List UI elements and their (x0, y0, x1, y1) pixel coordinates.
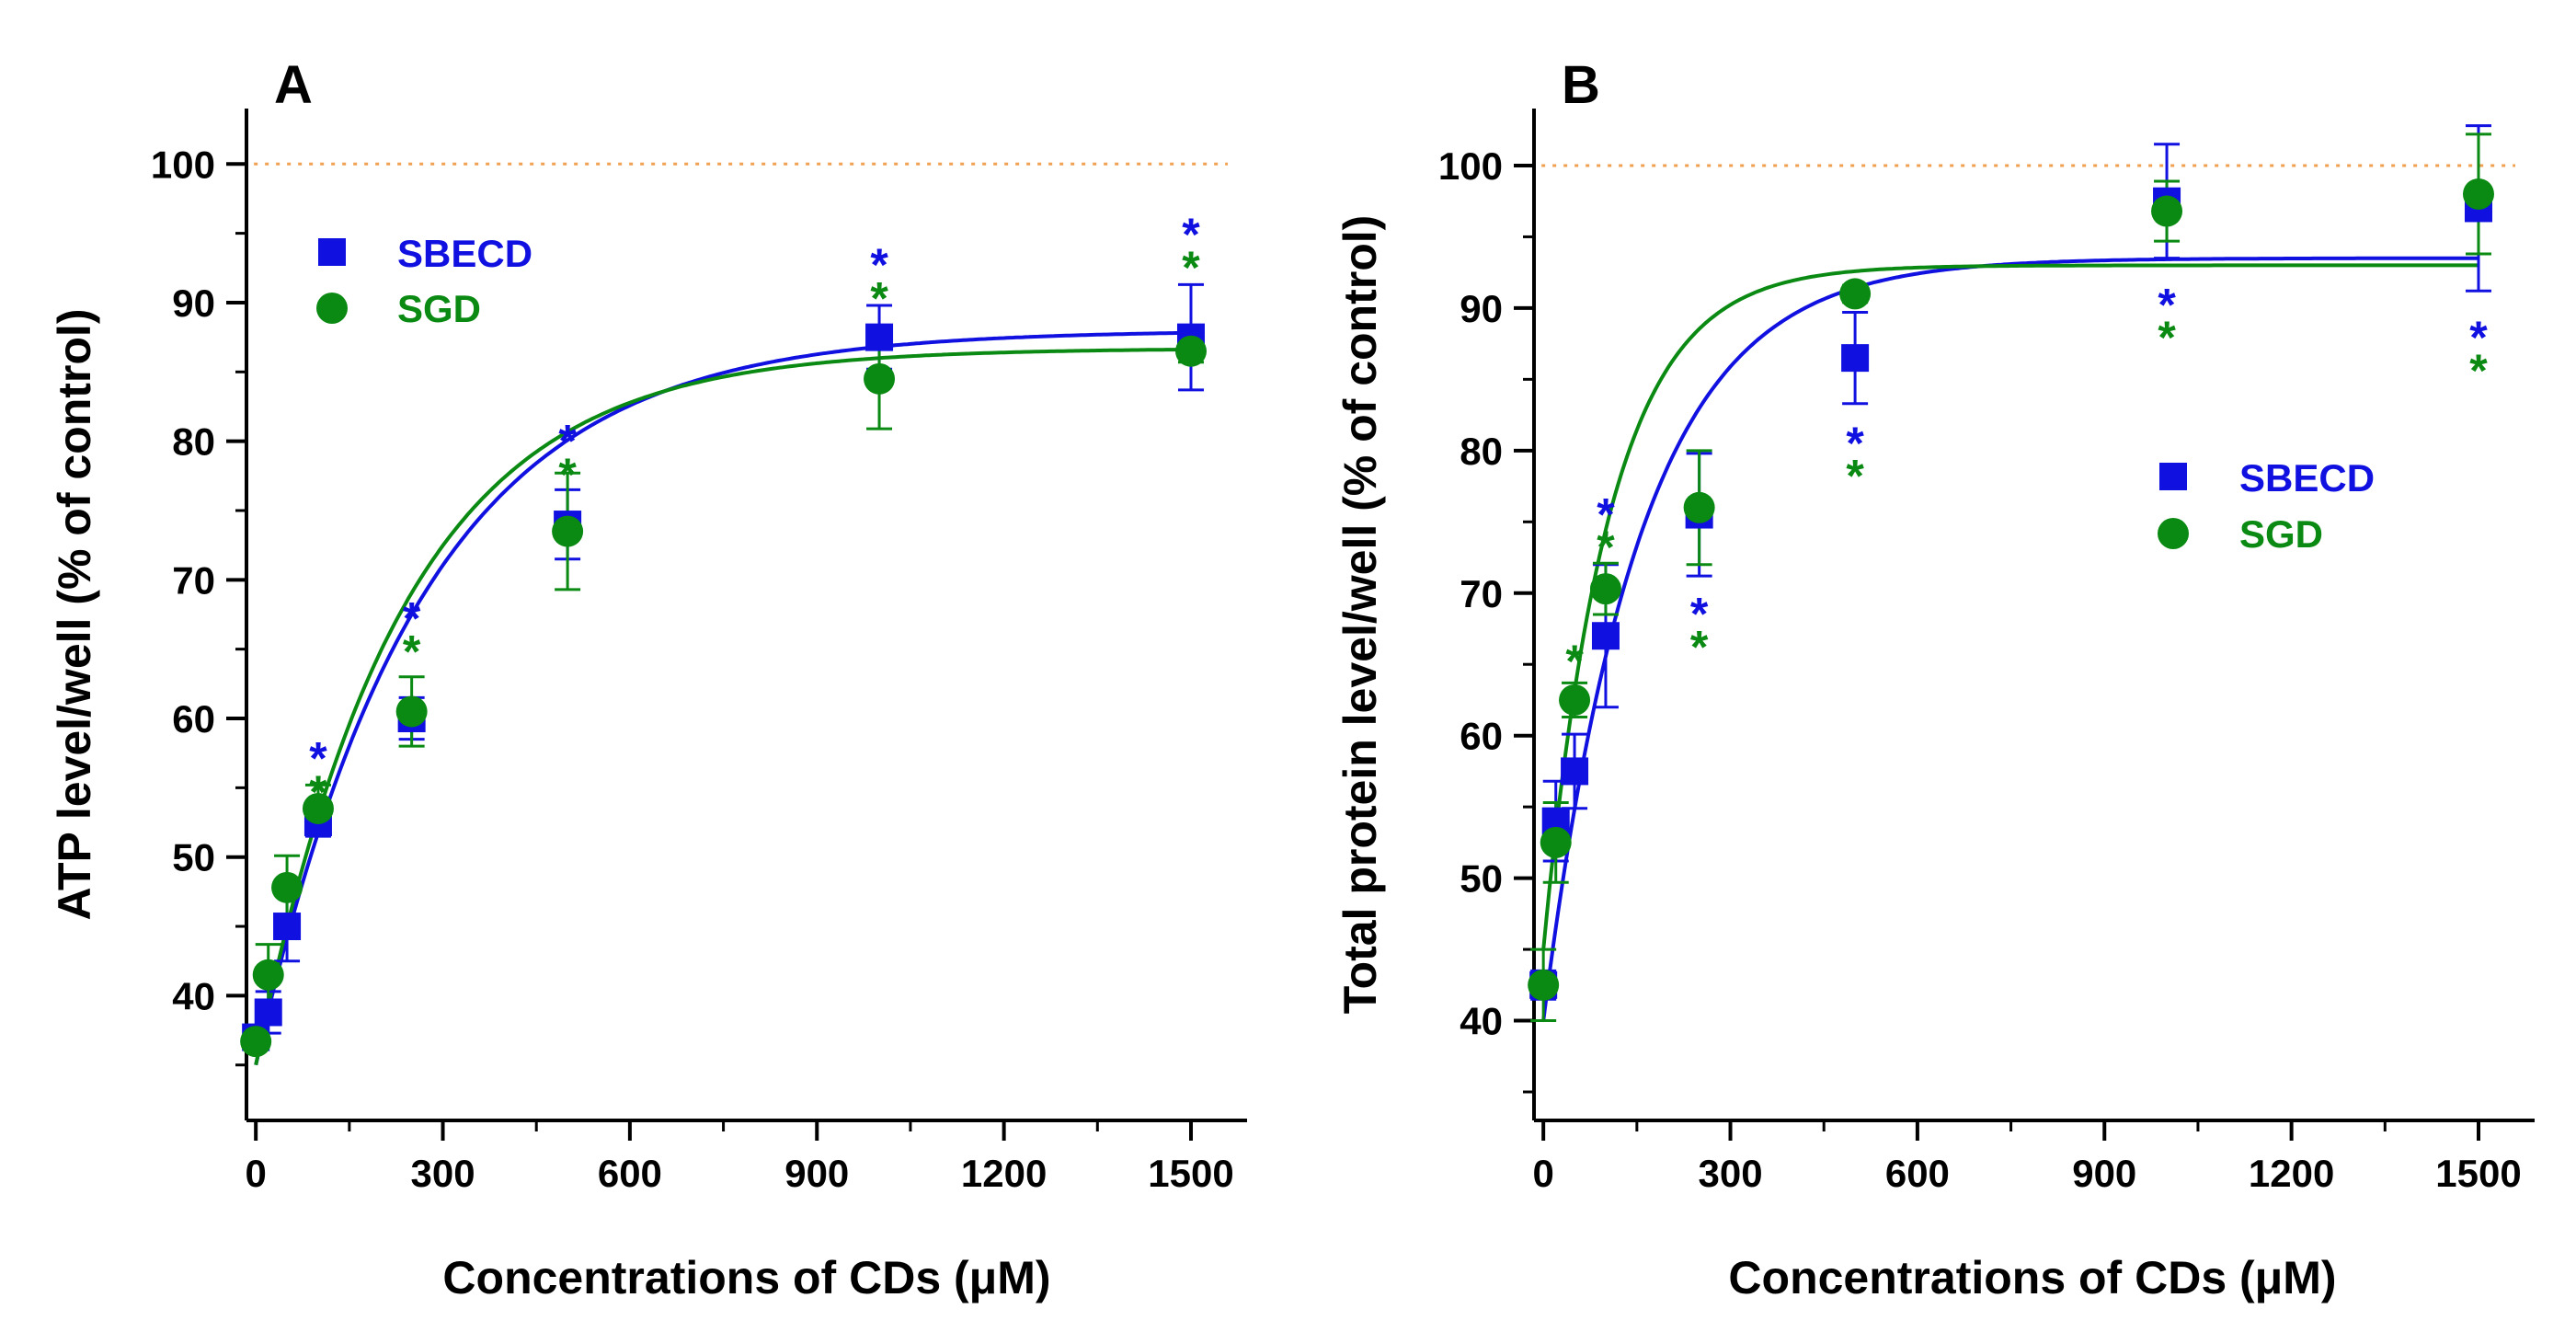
x-tick-label: 300 (410, 1152, 475, 1195)
data-point-sgd (1540, 826, 1572, 858)
legend-sbecd-marker (318, 238, 346, 266)
significance-asterisk: * (309, 766, 327, 818)
y-tick-label: 90 (172, 281, 215, 325)
significance-asterisk: * (870, 272, 888, 324)
data-point-sbecd (273, 913, 302, 941)
y-tick-label: 40 (172, 974, 215, 1017)
y-tick-label: 80 (172, 420, 215, 464)
significance-asterisk: * (2469, 312, 2488, 363)
y-tick-label: 60 (1460, 715, 1503, 758)
significance-asterisk: * (1846, 418, 1864, 469)
data-point-sbecd (1561, 757, 1589, 786)
significance-asterisk: * (2469, 345, 2488, 396)
data-point-sgd (302, 792, 334, 824)
x-tick-label: 1200 (2249, 1152, 2334, 1195)
legend-sbecd-label: SBECD (397, 232, 532, 275)
data-point-sbecd (1591, 622, 1620, 650)
x-tick-label: 900 (2072, 1152, 2136, 1195)
panel-b-ylabel: Total protein level/well (% of control) (1334, 215, 1386, 1015)
y-tick-label: 70 (172, 558, 215, 602)
x-tick-label: 0 (245, 1152, 266, 1195)
data-point-sgd (1589, 573, 1621, 605)
y-tick-label: 100 (1438, 144, 1503, 188)
y-tick-label: 40 (1460, 1000, 1503, 1043)
panel-a-legend: SBECD SGD (316, 232, 532, 330)
panel-a-xlabel: Concentrations of CDs (μM) (442, 1252, 1050, 1303)
y-tick-label: 100 (151, 143, 215, 186)
data-point-sbecd (254, 998, 282, 1027)
data-point-sgd (552, 515, 584, 547)
significance-asterisk: * (309, 733, 327, 785)
panel-b-xlabel: Concentrations of CDs (μM) (1728, 1252, 2336, 1303)
significance-asterisk: * (1182, 209, 1200, 260)
legend-sgd-marker (316, 293, 348, 324)
panel-a-label: A (274, 55, 313, 115)
fit-curve-sbecd (254, 330, 1191, 1066)
panel-b-label: B (1562, 55, 1600, 115)
legend-sbecd-marker (2159, 463, 2187, 490)
significance-asterisk: * (403, 592, 421, 644)
significance-asterisk: * (2158, 312, 2176, 363)
x-tick-label: 900 (784, 1152, 849, 1195)
significance-asterisk: * (1846, 450, 1864, 501)
data-point-sbecd (865, 323, 894, 351)
data-point-sgd (2462, 178, 2494, 210)
significance-asterisk: * (1182, 242, 1200, 293)
y-tick-label: 60 (172, 697, 215, 741)
panel-b-legend: SBECD SGD (2158, 456, 2375, 556)
x-tick-label: 600 (1885, 1152, 1950, 1195)
data-point-sgd (864, 362, 896, 395)
data-point-sgd (1559, 683, 1591, 716)
y-tick-label: 90 (1460, 287, 1503, 330)
fit-curve-sgd (1541, 263, 2479, 950)
x-tick-label: 1500 (2435, 1152, 2521, 1195)
significance-asterisk: * (2158, 280, 2176, 331)
y-tick-label: 50 (1460, 857, 1503, 901)
data-point-sbecd (1841, 344, 1870, 373)
significance-asterisk: * (403, 626, 421, 678)
data-point-sgd (2151, 195, 2183, 227)
significance-asterisk: * (870, 239, 888, 291)
data-point-sgd (1174, 335, 1207, 367)
significance-asterisk: * (1597, 488, 1615, 540)
significance-asterisk: * (1565, 636, 1584, 687)
x-tick-label: 0 (1532, 1152, 1553, 1195)
fit-curve-sgd (254, 347, 1191, 1066)
data-point-sgd (252, 959, 284, 991)
data-point-sgd (1683, 491, 1715, 523)
legend-sbecd-label: SBECD (2239, 456, 2375, 500)
y-tick-label: 70 (1460, 572, 1503, 615)
legend-sgd-label: SGD (397, 287, 481, 330)
significance-asterisk: * (558, 449, 577, 500)
significance-asterisk: * (1597, 522, 1615, 573)
x-tick-label: 1500 (1148, 1152, 1233, 1195)
significance-asterisk: * (558, 416, 577, 467)
data-point-sgd (271, 871, 303, 903)
significance-asterisk: * (1690, 621, 1709, 672)
x-tick-label: 1200 (961, 1152, 1047, 1195)
x-tick-label: 600 (598, 1152, 662, 1195)
data-point-sgd (240, 1026, 272, 1058)
data-point-sgd (1839, 278, 1872, 310)
data-point-sgd (395, 695, 428, 728)
data-point-sgd (1528, 969, 1560, 1001)
y-tick-label: 50 (172, 836, 215, 879)
panel-a-ylabel: ATP level/well (% of control) (49, 309, 100, 921)
x-tick-label: 300 (1698, 1152, 1762, 1195)
significance-asterisk: * (1690, 589, 1709, 640)
legend-sgd-label: SGD (2239, 512, 2323, 556)
legend-sgd-marker (2158, 518, 2189, 549)
y-tick-label: 80 (1460, 430, 1503, 473)
